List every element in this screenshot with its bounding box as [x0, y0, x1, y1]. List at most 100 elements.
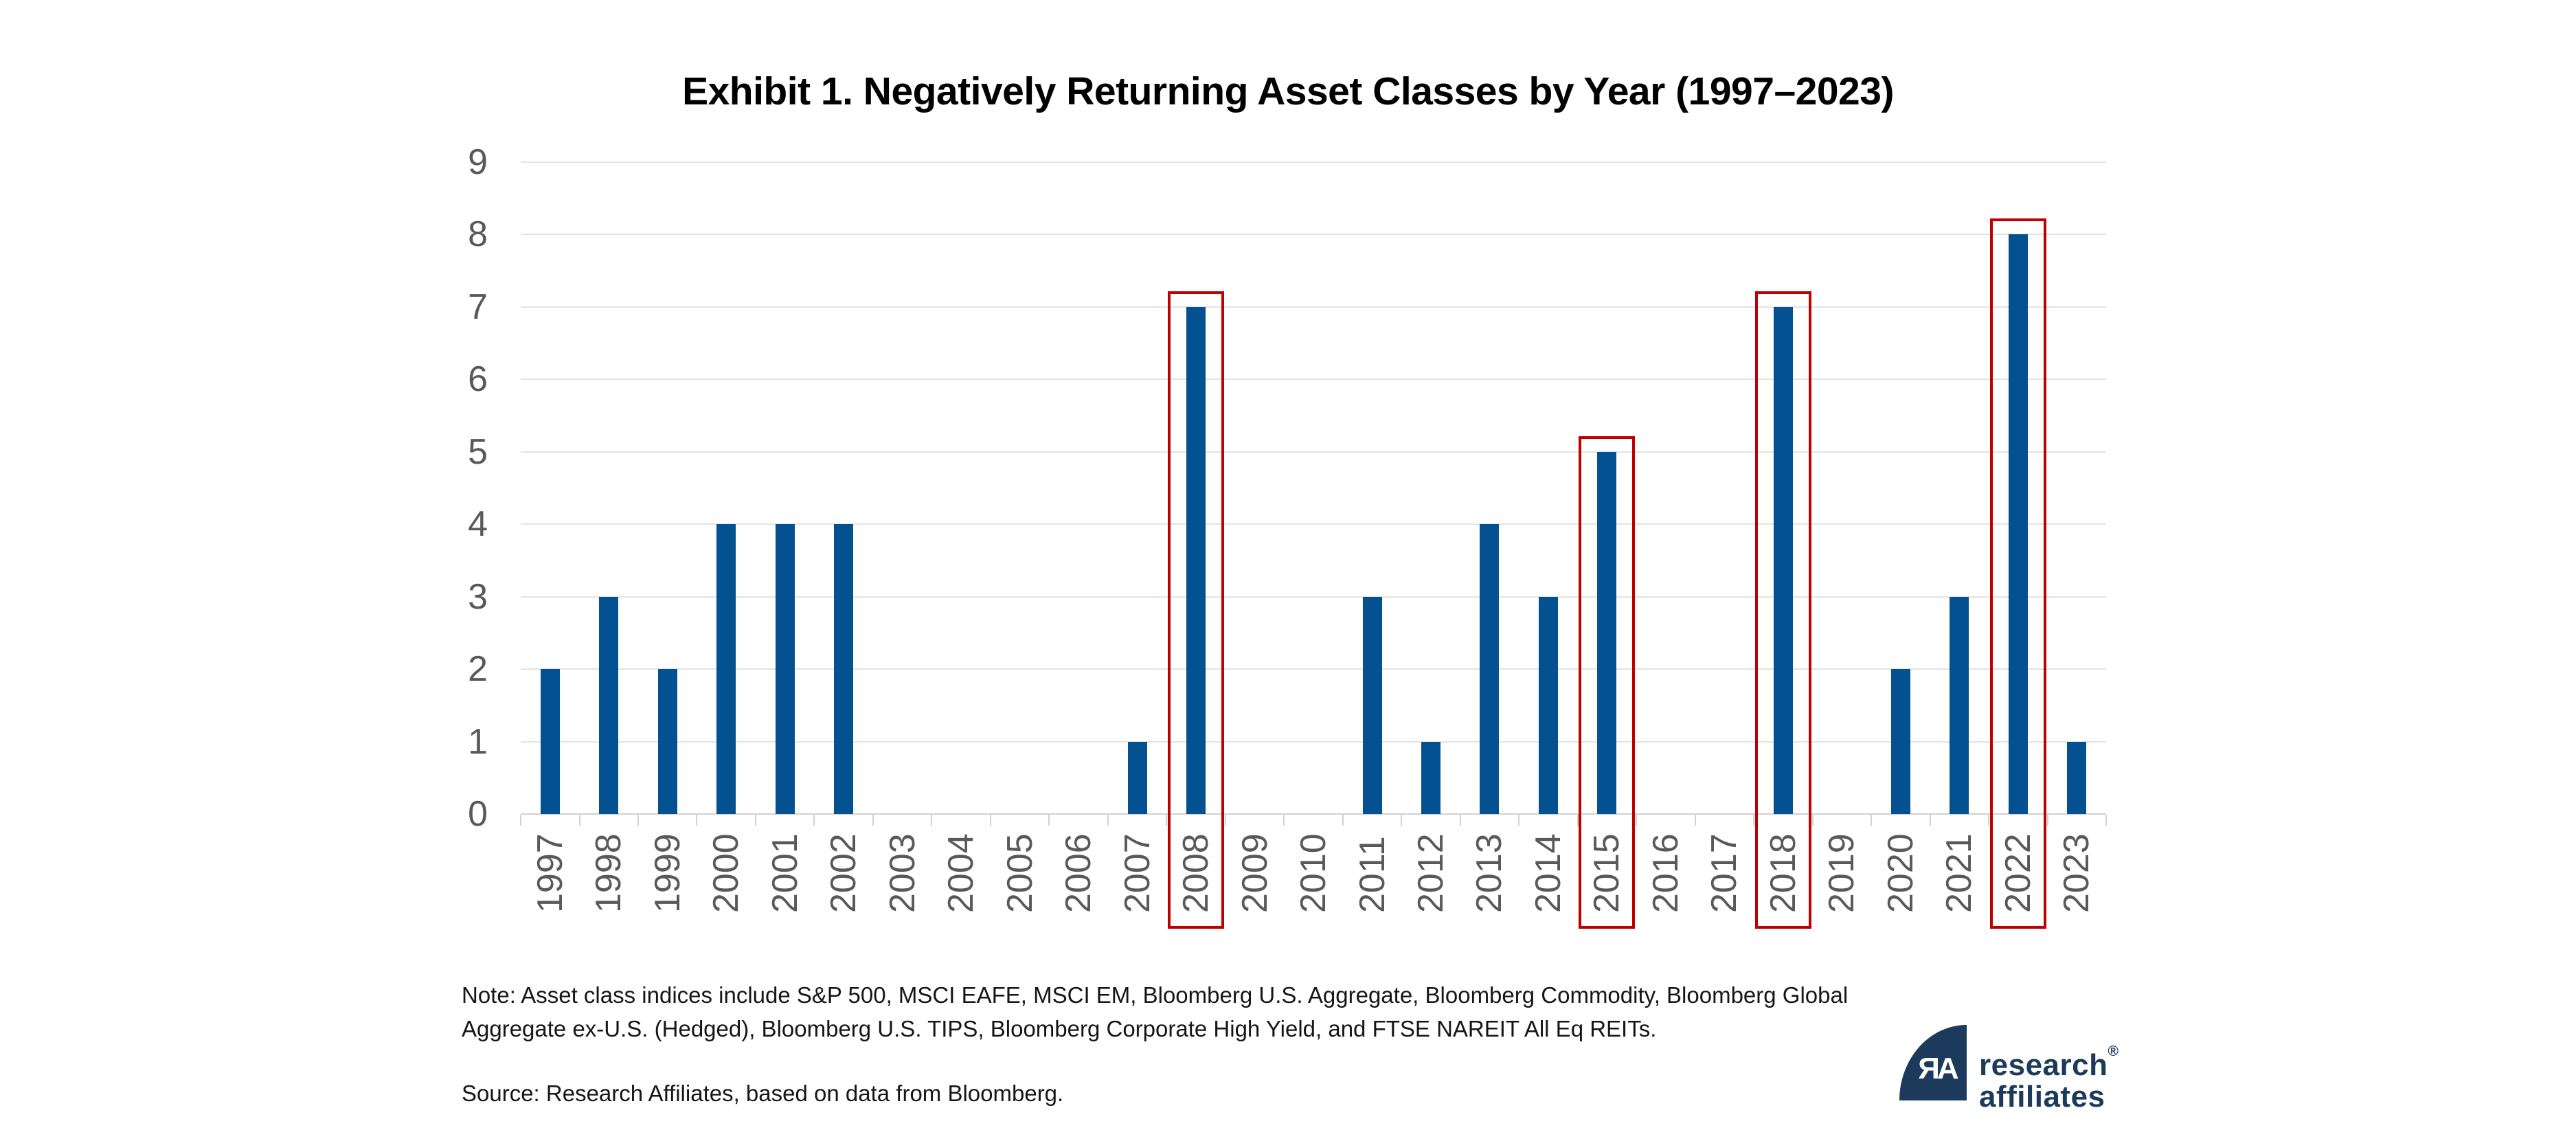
- x-axis-label-2023: 2023: [2057, 833, 2097, 913]
- gridline-6: [521, 379, 2106, 380]
- x-axis-tick: [813, 815, 815, 826]
- x-axis-tick: [1871, 815, 1873, 826]
- x-axis-tick: [872, 815, 874, 826]
- x-axis-label-2016: 2016: [1645, 833, 1686, 913]
- x-axis-tick: [637, 815, 639, 826]
- highlight-box-2015: [1579, 436, 1636, 929]
- gridline-0: [521, 813, 2106, 815]
- ra-logo-mark-icon: ЯA: [1899, 1025, 1967, 1100]
- source-text: Source: Research Affiliates, based on da…: [462, 1081, 1064, 1106]
- x-axis-label-1999: 1999: [647, 833, 688, 913]
- logo-word-affiliates: affiliates: [1979, 1080, 2105, 1114]
- x-axis-label-2017: 2017: [1704, 833, 1745, 913]
- x-axis-tick: [1166, 815, 1168, 826]
- x-axis-label-2010: 2010: [1293, 833, 1333, 913]
- x-axis-label-2000: 2000: [706, 833, 747, 913]
- x-axis-tick: [2105, 815, 2107, 826]
- y-axis-label-0: 0: [468, 794, 488, 834]
- x-axis-label-2006: 2006: [1059, 833, 1099, 913]
- y-axis-label-8: 8: [468, 214, 488, 254]
- x-axis-tick: [931, 815, 933, 826]
- x-axis-tick: [754, 815, 756, 826]
- x-axis-tick: [696, 815, 698, 826]
- bar-2018: [1773, 306, 1793, 814]
- y-axis-label-6: 6: [468, 359, 488, 399]
- x-axis-tick: [1694, 815, 1696, 826]
- bar-2014: [1538, 596, 1558, 814]
- highlight-box-2018: [1754, 291, 1811, 929]
- x-axis-tick: [1401, 815, 1403, 826]
- bar-2013: [1480, 524, 1500, 814]
- bar-2015: [1597, 451, 1617, 814]
- x-axis-tick: [1988, 815, 1989, 826]
- x-axis-label-2001: 2001: [765, 833, 805, 913]
- gridline-2: [521, 668, 2106, 670]
- x-axis-label-2004: 2004: [941, 833, 982, 913]
- logo-wordmark: research® affiliates: [1979, 1025, 2119, 1113]
- bar-2021: [1950, 596, 1969, 814]
- x-axis-label-2007: 2007: [1117, 833, 1157, 913]
- highlight-box-2008: [1168, 291, 1224, 929]
- x-axis-tick: [1518, 815, 1520, 826]
- x-axis-label-2021: 2021: [1939, 833, 1980, 913]
- y-axis-label-3: 3: [468, 576, 488, 617]
- x-axis-label-2003: 2003: [882, 833, 923, 913]
- note-text: Note: Asset class indices include S&P 50…: [462, 982, 1849, 1041]
- x-axis-label-2005: 2005: [999, 833, 1040, 913]
- x-axis-label-2013: 2013: [1469, 833, 1510, 913]
- x-axis-label-2014: 2014: [1528, 833, 1568, 913]
- x-axis-tick: [520, 815, 521, 826]
- bar-2022: [2008, 234, 2028, 814]
- x-axis-tick: [1283, 815, 1285, 826]
- x-axis-tick: [1577, 815, 1579, 826]
- y-axis-label-7: 7: [468, 286, 488, 327]
- gridline-9: [521, 161, 2106, 163]
- x-axis-label-2011: 2011: [1352, 836, 1392, 913]
- bar-2007: [1127, 741, 1147, 814]
- x-axis-tick: [1459, 815, 1461, 826]
- bar-2001: [775, 524, 795, 814]
- registered-trademark-symbol: ®: [2108, 1043, 2119, 1059]
- x-axis-tick: [1048, 815, 1050, 826]
- y-axis-label-4: 4: [468, 504, 488, 544]
- bar-2011: [1362, 596, 1382, 814]
- gridline-1: [521, 741, 2106, 743]
- bar-2020: [1890, 669, 1910, 814]
- y-axis-label-2: 2: [468, 649, 488, 689]
- y-axis-label-1: 1: [468, 721, 488, 762]
- x-axis-label-1998: 1998: [589, 833, 629, 913]
- x-axis-tick: [578, 815, 580, 826]
- research-affiliates-logo: ЯA research® affiliates: [1899, 1025, 2119, 1113]
- x-axis-label-2019: 2019: [1822, 833, 1862, 913]
- logo-word-research: research: [1979, 1048, 2108, 1082]
- x-axis-tick: [989, 815, 991, 826]
- x-axis-tick: [1811, 815, 1814, 826]
- gridline-8: [521, 234, 2106, 235]
- x-axis-tick: [1342, 815, 1344, 826]
- bar-2008: [1186, 306, 1206, 814]
- y-axis-label-5: 5: [468, 431, 488, 472]
- gridline-5: [521, 451, 2106, 453]
- bar-1997: [540, 669, 560, 814]
- x-axis-tick: [1224, 815, 1226, 826]
- bar-1999: [657, 669, 677, 814]
- gridline-3: [521, 596, 2106, 598]
- x-axis-tick: [1107, 815, 1109, 826]
- x-axis-label-2009: 2009: [1234, 833, 1275, 913]
- bar-2012: [1421, 741, 1440, 814]
- x-axis-tick: [1753, 815, 1755, 826]
- chart-title: Exhibit 1. Negatively Returning Asset Cl…: [682, 69, 1894, 113]
- bar-1998: [599, 596, 619, 814]
- y-axis-label-9: 9: [468, 142, 488, 182]
- x-axis-tick: [2046, 815, 2048, 826]
- bar-2023: [2067, 741, 2087, 814]
- x-axis-label-2012: 2012: [1411, 833, 1451, 913]
- bar-2000: [716, 524, 736, 814]
- x-axis-tick: [1929, 815, 1931, 826]
- gridline-4: [521, 523, 2106, 525]
- highlight-box-2022: [1989, 218, 2046, 929]
- x-axis-tick: [1636, 815, 1638, 826]
- ra-monogram: ЯA: [1918, 1052, 1958, 1085]
